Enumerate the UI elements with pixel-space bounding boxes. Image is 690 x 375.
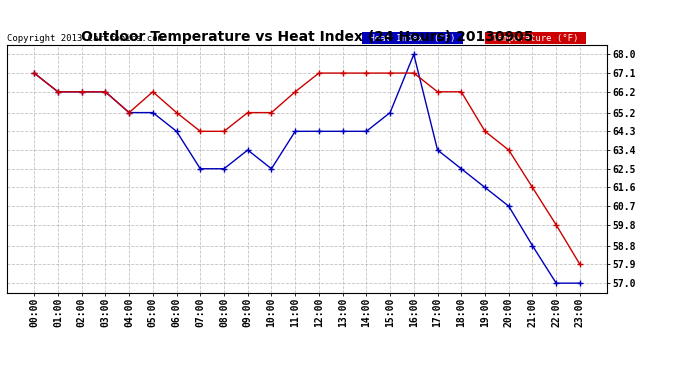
Text: Copyright 2013 Cartronics.com: Copyright 2013 Cartronics.com [7, 33, 163, 42]
Title: Outdoor Temperature vs Heat Index (24 Hours) 20130905: Outdoor Temperature vs Heat Index (24 Ho… [81, 30, 533, 44]
Text: Heat Index  (°F): Heat Index (°F) [364, 33, 461, 42]
Text: Temperature (°F): Temperature (°F) [487, 33, 584, 42]
